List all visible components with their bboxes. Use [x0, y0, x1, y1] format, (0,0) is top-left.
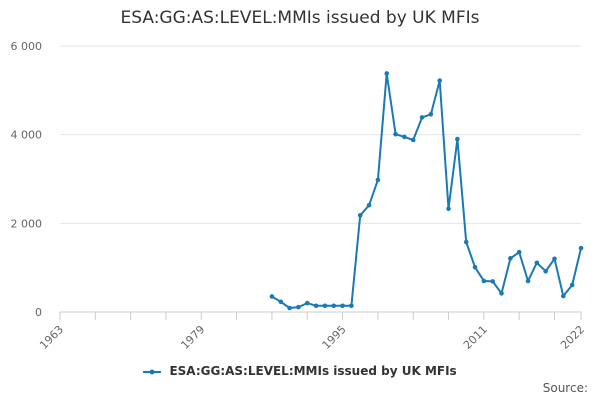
y-axis-tick-labels: 0 2 000 4 000 6 000: [11, 40, 43, 319]
data-point: [463, 239, 469, 245]
data-point: [304, 300, 310, 306]
chart-title: ESA:GG:AS:LEVEL:MMIs issued by UK MFIs: [120, 8, 480, 28]
series-line: [271, 72, 582, 309]
data-point: [569, 282, 575, 288]
data-point: [446, 206, 451, 212]
data-point: [340, 303, 345, 309]
grid-lines: [60, 45, 581, 224]
data-point: [428, 111, 434, 117]
y-tick-label: 4 000: [11, 129, 43, 142]
data-point: [269, 294, 275, 299]
data-point: [402, 134, 407, 140]
data-point: [322, 303, 328, 309]
data-point: [410, 137, 416, 143]
x-axis: [59, 311, 582, 320]
data-point: [472, 264, 478, 270]
data-point: [490, 279, 495, 284]
data-point: [552, 256, 557, 262]
legend[interactable]: ESA:GG:AS:LEVEL:MMIs issued by UK MFIs: [0, 364, 600, 378]
data-point: [349, 303, 354, 309]
data-point: [331, 303, 337, 309]
data-point: [481, 278, 487, 284]
data-point: [419, 115, 425, 120]
data-point: [561, 293, 566, 299]
x-axis-tick-labels: 1963 1979 1995 2011 2022: [37, 323, 587, 352]
line-chart: 0 2 000 4 000 6 000 1963 1979 1995 2011 2022: [11, 40, 588, 352]
data-point: [393, 131, 398, 137]
data-point: [508, 256, 513, 261]
data-point: [516, 249, 522, 255]
y-tick-label: 2 000: [11, 217, 43, 230]
data-point: [534, 260, 540, 266]
data-point: [543, 268, 548, 274]
data-point: [499, 291, 504, 296]
x-tick-label: 1995: [320, 323, 349, 352]
data-point: [437, 78, 443, 83]
source-label: Source:: [542, 381, 588, 395]
data-point: [525, 278, 531, 284]
data-point: [287, 305, 292, 311]
data-point: [313, 303, 319, 309]
x-tick-label: 2011: [461, 323, 490, 352]
x-tick-label: 1963: [37, 323, 66, 352]
x-tick-label: 2022: [558, 323, 587, 352]
legend-item-label: ESA:GG:AS:LEVEL:MMIs issued by UK MFIs: [169, 364, 457, 378]
data-point: [296, 304, 301, 310]
y-tick-label: 6 000: [11, 40, 43, 53]
data-point: [375, 177, 381, 183]
data-point: [278, 299, 284, 305]
x-tick-label: 1979: [178, 323, 207, 352]
series-layer: [269, 71, 584, 311]
data-point: [578, 245, 584, 251]
data-point: [384, 71, 390, 76]
data-point: [455, 136, 460, 142]
y-tick-label: 0: [35, 306, 42, 319]
legend-line-marker-icon: [143, 369, 162, 374]
data-point: [357, 213, 363, 218]
data-point: [366, 202, 372, 208]
